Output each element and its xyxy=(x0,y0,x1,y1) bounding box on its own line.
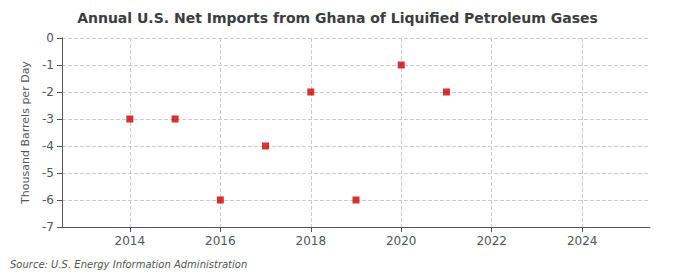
svg-text:-1: -1 xyxy=(42,58,54,72)
svg-text:-7: -7 xyxy=(42,220,54,234)
svg-text:2020: 2020 xyxy=(386,234,417,248)
svg-text:2018: 2018 xyxy=(295,234,326,248)
svg-text:-5: -5 xyxy=(42,166,54,180)
svg-text:2014: 2014 xyxy=(115,234,146,248)
svg-text:0: 0 xyxy=(46,31,54,45)
svg-text:-2: -2 xyxy=(42,85,54,99)
svg-text:Source: U.S. Energy Informatio: Source: U.S. Energy Information Administ… xyxy=(10,259,247,270)
svg-text:2022: 2022 xyxy=(476,234,507,248)
svg-text:-4: -4 xyxy=(42,139,54,153)
svg-text:-3: -3 xyxy=(42,112,54,126)
svg-text:Thousand Barrels per Day: Thousand Barrels per Day xyxy=(19,61,32,205)
svg-text:Annual U.S. Net Imports from G: Annual U.S. Net Imports from Ghana of Li… xyxy=(77,10,598,26)
svg-text:-6: -6 xyxy=(42,193,54,207)
svg-text:2024: 2024 xyxy=(567,234,598,248)
svg-text:2016: 2016 xyxy=(205,234,236,248)
